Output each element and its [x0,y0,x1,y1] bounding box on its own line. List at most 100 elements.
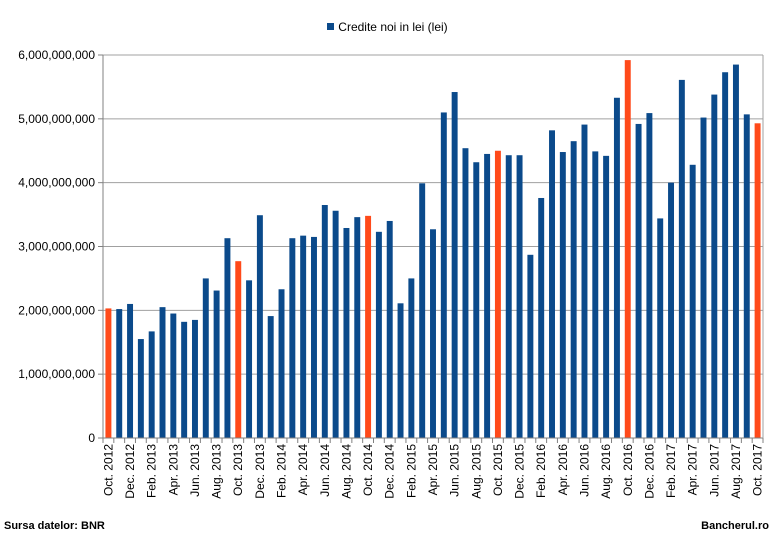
y-tick-label: 4,000,000,000 [18,176,95,190]
bar [116,309,123,438]
bar [408,278,415,438]
x-tick-label: Jun. 2015 [448,444,462,497]
bar [668,182,675,438]
bar [624,60,631,439]
bar [159,307,166,438]
bar [635,123,642,438]
brand-label: Bancherul.ro [701,520,769,532]
bar [451,92,458,439]
x-tick-label: Aug. 2017 [729,444,743,499]
bar [603,155,610,438]
bar [191,319,198,438]
bar [127,303,134,438]
bar [516,155,523,439]
x-tick-label: Feb. 2017 [664,444,678,498]
bar [722,72,729,439]
bar [592,151,599,438]
bar [137,339,144,438]
bar [365,215,372,438]
bar [148,331,155,438]
axes [102,55,764,439]
y-tick-label: 2,000,000,000 [18,303,95,317]
bar [256,215,263,438]
bar [289,238,296,438]
bar [375,231,382,438]
bar [354,217,361,438]
bar [743,114,750,439]
bar [484,153,491,439]
bar [105,308,112,438]
bar [559,152,566,438]
bar [711,94,718,439]
x-tick-label: Feb. 2013 [145,444,159,498]
x-tick-label: Dec. 2015 [513,444,527,499]
bar [505,155,512,439]
bar [494,150,501,438]
y-tick-label: 5,000,000,000 [18,112,95,126]
bar [300,235,307,438]
bar [170,313,177,438]
x-tick-label: Aug. 2015 [469,444,483,499]
y-tick-label: 6,000,000,000 [18,48,95,62]
bar [570,141,577,439]
x-tick-label: Apr. 2017 [686,444,700,496]
bar [397,303,404,438]
legend: Credite noi in lei (lei) [0,20,775,34]
bar [646,113,653,439]
x-tick-label: Oct. 2013 [231,444,245,496]
x-tick-label: Oct. 2017 [751,444,765,496]
bar [754,123,761,438]
x-tick-label: Apr. 2016 [556,444,570,496]
x-tick-label: Apr. 2015 [426,444,440,496]
bar [527,254,534,438]
legend-label: Credite noi in lei (lei) [338,20,448,34]
x-tick-label: Feb. 2015 [404,444,418,498]
bar [689,164,696,438]
bar [440,112,447,438]
x-tick-label: Dec. 2016 [642,444,656,499]
bars [105,60,761,439]
x-tick-label: Oct. 2014 [361,444,375,496]
bar [213,290,220,438]
x-tick-label: Dec. 2012 [123,444,137,499]
y-tick-label: 1,000,000,000 [18,367,95,381]
x-tick-label: Apr. 2013 [166,444,180,496]
bar [538,197,545,438]
bar [473,162,480,439]
x-axis-ticks: Oct. 2012 Dec. 2012 Feb. 2013 Apr. 2013 Jun.… [101,438,765,499]
bar [678,79,685,439]
x-tick-label: Oct. 2016 [621,444,635,496]
x-tick-label: Jun. 2017 [707,444,721,497]
y-tick-label: 3,000,000,000 [18,240,95,254]
bar [202,278,209,438]
x-tick-label: Apr. 2014 [296,444,310,496]
bar [343,227,350,438]
bar [311,236,317,438]
x-tick-label: Aug. 2013 [210,444,224,499]
bar [246,280,253,438]
bar [278,289,285,438]
y-tick-label: 0 [88,431,95,445]
x-tick-label: Jun. 2014 [318,444,332,497]
bar [613,97,620,438]
x-tick-label: Aug. 2016 [599,444,613,499]
bar [181,321,188,438]
bar [700,117,707,438]
bar [657,218,664,438]
x-tick-label: Aug. 2014 [339,444,353,499]
x-tick-label: Oct. 2015 [491,444,505,496]
bar [386,220,393,438]
bar [549,130,555,438]
bar [224,238,231,438]
x-tick-label: Feb. 2014 [275,444,289,498]
x-tick-label: Dec. 2013 [253,444,267,499]
bar [235,261,242,438]
bar [430,229,436,438]
x-tick-label: Feb. 2016 [534,444,548,498]
bar [332,210,339,438]
x-tick-label: Jun. 2013 [188,444,202,497]
x-tick-label: Oct. 2012 [101,444,115,496]
y-axis-ticks: 0 1,000,000,000 2,000,000,000 3,000,000,000… [18,48,103,445]
